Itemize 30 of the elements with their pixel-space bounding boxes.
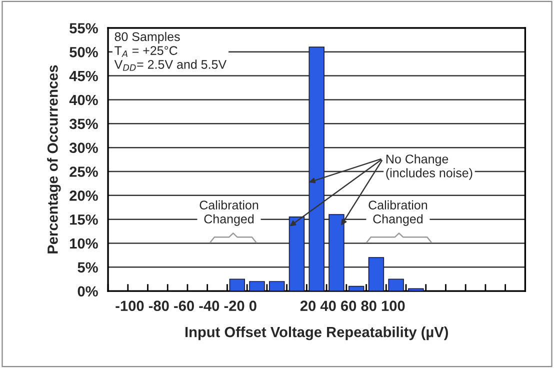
annotation: Calibration Changed <box>200 200 258 226</box>
bar <box>308 46 324 292</box>
y-tick-label: 50% <box>70 46 98 58</box>
x-axis-title: Input Offset Voltage Repeatability (µV) <box>186 326 448 340</box>
bar <box>229 278 246 292</box>
annotation: No Change (includes noise) <box>386 154 472 180</box>
bar <box>269 281 285 292</box>
text: 20 40 60 80 100 <box>300 300 405 312</box>
y-tick-label: 0% <box>78 286 98 297</box>
y-tick-label: 10% <box>70 238 98 249</box>
y-tick-label: 30% <box>69 142 98 154</box>
annotation: Calibration Changed <box>368 200 428 226</box>
bar <box>328 214 344 292</box>
text: -100 -80 -60 -40 -20 0 <box>116 300 256 312</box>
y-tick-label: 40% <box>69 94 98 106</box>
bar <box>249 281 265 292</box>
bar <box>388 278 404 292</box>
y-tick-label: 15% <box>70 214 98 225</box>
bar <box>408 288 424 292</box>
y-tick-label: 5% <box>78 262 98 273</box>
bar <box>288 216 305 292</box>
y-tick-label: 55% <box>70 23 98 34</box>
y-tick-label: 45% <box>69 70 98 82</box>
bar <box>368 257 384 292</box>
y-tick-label: 25% <box>70 166 98 177</box>
bar <box>348 286 364 292</box>
y-tick-label: 35% <box>69 118 98 130</box>
y-axis-title: Percentage of Occurrences <box>47 65 61 254</box>
y-tick-label: 20% <box>70 190 98 201</box>
annotation: 80 Samples T$_{A}$ = +25°C V$_{DD}$= 2.5V and 5.5V <box>114 32 227 71</box>
